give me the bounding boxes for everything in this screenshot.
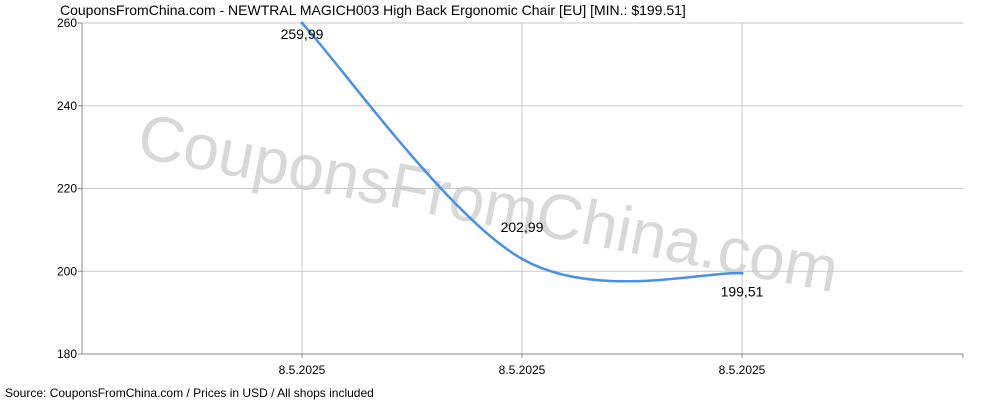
data-label-layer: 259,99 202,99 199,51 — [281, 26, 764, 299]
y-tick-label: 220 — [57, 182, 77, 196]
chart-footer: Source: CouponsFromChina.com / Prices in… — [5, 386, 374, 400]
series-layer — [300, 21, 744, 283]
x-tick-label: 8.5.2025 — [279, 363, 326, 377]
data-label: 202,99 — [501, 219, 544, 235]
y-tick-label: 240 — [57, 99, 77, 113]
y-tick-label: 180 — [57, 347, 77, 361]
data-point — [300, 21, 304, 25]
y-tick-label: 260 — [57, 16, 77, 30]
x-tick-label: 8.5.2025 — [499, 363, 546, 377]
data-point — [740, 271, 744, 275]
data-point — [520, 257, 524, 261]
price-series-line — [300, 21, 744, 283]
y-tick-label: 200 — [57, 264, 77, 278]
x-tick-label: 8.5.2025 — [719, 363, 766, 377]
data-label: 259,99 — [281, 26, 324, 42]
axis-layer: 180 200 220 240 260 8.5.2025 8.5.2025 8.5.2025 — [57, 16, 964, 377]
chart-title: CouponsFromChina.com - NEWTRAL MAGICH003… — [60, 2, 686, 18]
data-label: 199,51 — [721, 283, 764, 299]
